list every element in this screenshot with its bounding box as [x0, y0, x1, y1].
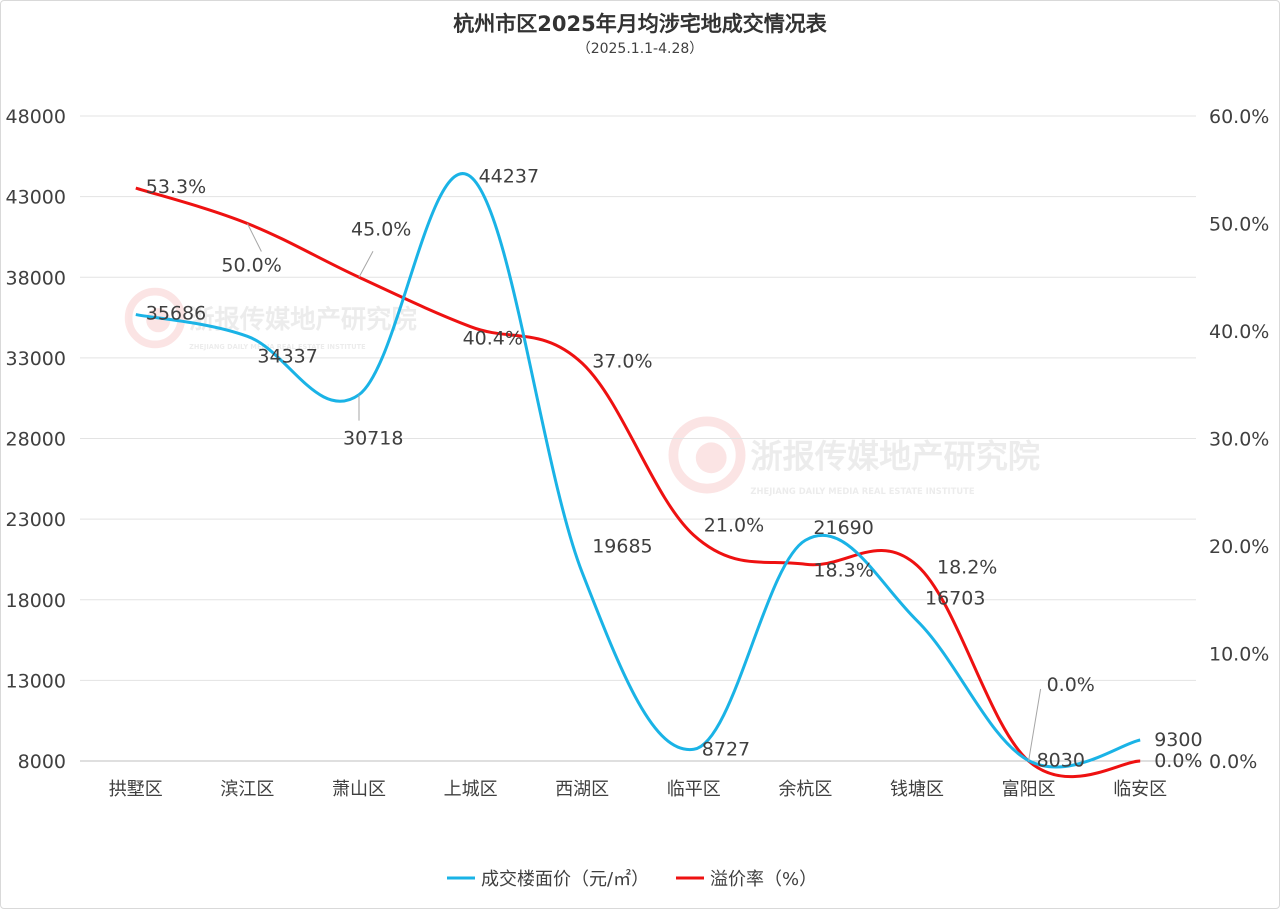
data-label-premium-rate: 45.0% [351, 218, 411, 240]
watermark-dot [695, 442, 727, 474]
data-label-premium-rate: 18.3% [813, 559, 873, 581]
watermark-name: 浙报传媒地产研究院 [750, 438, 1040, 476]
y-right-tick-label: 60.0% [1209, 106, 1269, 128]
data-label-floor-price: 19685 [592, 536, 652, 558]
y-right-tick-label: 50.0% [1209, 214, 1269, 236]
data-label-premium-rate: 37.0% [592, 350, 652, 372]
data-label-floor-price: 16703 [925, 588, 985, 610]
data-label-premium-rate: 0.0% [1154, 750, 1202, 772]
leader-line [358, 251, 374, 278]
data-label-floor-price: 9300 [1154, 729, 1202, 751]
series-line-premium-rate [135, 186, 1141, 779]
y-right-tick-label: 20.0% [1209, 536, 1269, 558]
y-left-tick-label: 38000 [6, 267, 66, 289]
y-left-tick-label: 43000 [6, 187, 66, 209]
y-right-tick-label: 10.0% [1209, 644, 1269, 666]
data-label-premium-rate: 53.3% [146, 176, 206, 198]
x-axis: 拱墅区 滨江区 萧山区 上城区 西湖区 临平区 余杭区 钱塘区 富阳区 临安区 [80, 760, 1196, 800]
x-tick-label: 余杭区 [778, 779, 832, 800]
data-label-premium-rate: 50.0% [221, 255, 281, 277]
watermarks: 浙报传媒地产研究院 ZHEJIANG DAILY MEDIA REAL ESTAT… [124, 287, 1040, 496]
series-lines [135, 172, 1141, 779]
x-tick-label: 西湖区 [555, 779, 609, 800]
y-axis-right: 60.0% 50.0% 40.0% 30.0% 20.0% 10.0% 0.0% [1209, 106, 1269, 773]
y-left-tick-label: 13000 [6, 670, 66, 692]
legend-label-premium-rate: 溢价率（%） [710, 869, 817, 890]
data-label-premium-rate: 40.4% [463, 328, 523, 350]
data-labels: 35686 34337 30718 44237 19685 8727 21690 16703 8… [146, 166, 1203, 772]
data-label-floor-price: 21690 [813, 517, 873, 539]
y-left-tick-label: 28000 [6, 429, 66, 451]
x-tick-label: 富阳区 [1002, 779, 1056, 800]
watermark-ring [668, 416, 746, 494]
y-left-tick-label: 8000 [18, 751, 66, 773]
y-left-tick-label: 33000 [6, 348, 66, 370]
data-label-floor-price: 8727 [702, 738, 750, 760]
data-label-floor-price: 44237 [479, 166, 539, 188]
legend-label-floor-price: 成交楼面价（元/㎡） [481, 868, 649, 890]
y-right-tick-label: 0.0% [1209, 751, 1257, 773]
x-tick-label: 临安区 [1113, 779, 1167, 800]
x-tick-label: 拱墅区 [109, 779, 163, 800]
x-tick-label: 临平区 [667, 779, 721, 800]
leader-line [246, 223, 262, 252]
y-left-tick-label: 48000 [6, 106, 66, 128]
y-left-tick-label: 23000 [6, 509, 66, 531]
grid-lines [80, 115, 1196, 762]
y-right-tick-label: 40.0% [1209, 321, 1269, 343]
series-line-floor-price [135, 172, 1141, 769]
x-tick-label: 滨江区 [220, 779, 274, 800]
leader-line [1028, 688, 1042, 762]
y-left-tick-label: 18000 [6, 590, 66, 612]
data-label-floor-price: 34337 [257, 345, 317, 367]
watermark-dot [146, 308, 171, 333]
watermark-subtitle: ZHEJIANG DAILY MEDIA REAL ESTATE INSTITU… [750, 486, 975, 496]
y-axis-left: 48000 43000 38000 33000 28000 23000 18000 13000… [6, 106, 66, 773]
watermark-logo: 浙报传媒地产研究院 ZHEJIANG DAILY MEDIA REAL ESTAT… [668, 416, 1040, 496]
watermark-ring [124, 287, 186, 349]
x-tick-label: 钱塘区 [890, 779, 944, 800]
chart-subtitle: （2025.1.1-4.28） [576, 41, 704, 57]
data-label-floor-price: 35686 [146, 303, 206, 325]
x-tick-label: 萧山区 [332, 779, 386, 800]
y-right-tick-label: 30.0% [1209, 429, 1269, 451]
watermark-subtitle: ZHEJIANG DAILY MEDIA REAL ESTATE INSTITU… [189, 343, 366, 351]
chart-title: 杭州市区2025年月均涉宅地成交情况表 [453, 12, 827, 36]
data-label-premium-rate: 18.2% [937, 556, 997, 578]
data-label-premium-rate: 0.0% [1047, 674, 1095, 696]
data-label-floor-price: 8030 [1037, 750, 1085, 772]
x-tick-label: 上城区 [444, 779, 498, 800]
data-label-floor-price: 30718 [343, 428, 403, 450]
data-label-premium-rate: 21.0% [704, 514, 764, 536]
legend: 成交楼面价（元/㎡） 溢价率（%） [447, 868, 817, 890]
